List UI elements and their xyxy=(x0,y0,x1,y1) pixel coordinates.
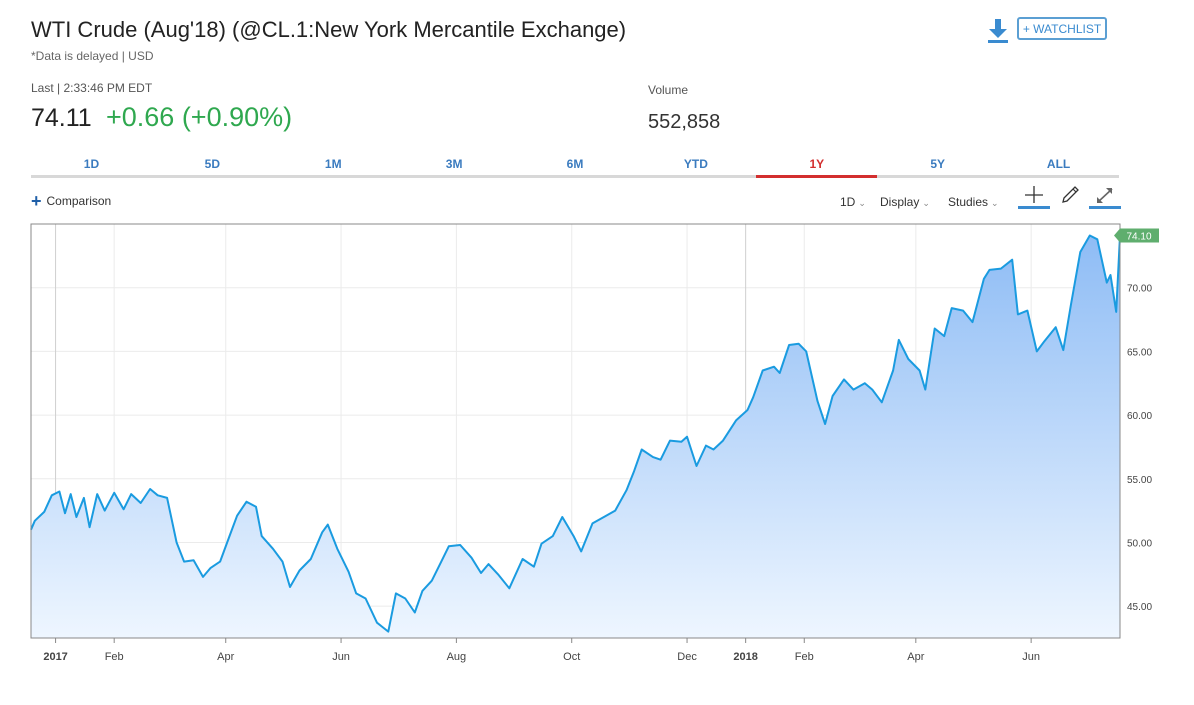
price-area xyxy=(31,235,1120,638)
display-label: Display xyxy=(880,195,920,209)
add-to-watchlist-button[interactable]: + WATCHLIST xyxy=(1017,17,1107,40)
tab-5d[interactable]: 5D xyxy=(204,157,220,171)
crosshair-tool-button[interactable] xyxy=(1018,185,1050,209)
x-tick-label: Apr xyxy=(907,651,924,663)
interval-dropdown[interactable]: 1D ⌄ xyxy=(840,195,866,209)
y-tick-label: 50.00 xyxy=(1127,538,1152,549)
chevron-down-icon: ⌄ xyxy=(991,198,999,208)
crosshair-icon xyxy=(1025,186,1043,203)
download-icon[interactable] xyxy=(986,18,1010,44)
price-change: +0.66 (+0.90%) xyxy=(106,102,293,132)
y-tick-label: 55.00 xyxy=(1127,475,1152,486)
data-delay-note: *Data is delayed | USD xyxy=(31,49,154,63)
tab-6m[interactable]: 6M xyxy=(566,157,584,171)
x-tick-label: Jun xyxy=(1022,651,1040,663)
studies-dropdown[interactable]: Studies ⌄ xyxy=(948,195,999,209)
tab-3m[interactable]: 3M xyxy=(445,157,463,171)
x-tick-label: Jun xyxy=(332,651,350,663)
interval-label: 1D xyxy=(840,195,856,209)
studies-label: Studies xyxy=(948,195,989,209)
y-tick-label: 65.00 xyxy=(1127,347,1152,358)
tool-underline xyxy=(1018,206,1050,209)
plus-icon: + xyxy=(31,191,42,211)
x-tick-label: 2018 xyxy=(733,651,757,663)
last-trade-time: Last | 2:33:46 PM EDT xyxy=(31,81,153,95)
time-range-tabs: 1D 5D 1M 3M 6M YTD 1Y 5Y ALL xyxy=(31,153,1119,178)
y-tick-label: 45.00 xyxy=(1127,602,1152,613)
x-tick-label: 2017 xyxy=(43,651,67,663)
tool-underline xyxy=(1089,206,1121,209)
tab-ytd[interactable]: YTD xyxy=(683,157,708,171)
draw-tool-button[interactable] xyxy=(1054,185,1086,209)
comparison-button[interactable]: + Comparison xyxy=(31,191,112,211)
tab-1y[interactable]: 1Y xyxy=(756,153,878,178)
chevron-down-icon: ⌄ xyxy=(922,198,930,208)
last-value-label: 74.10 xyxy=(1126,231,1151,242)
expand-chart-button[interactable] xyxy=(1089,185,1121,209)
tab-all[interactable]: ALL xyxy=(1046,157,1071,171)
pencil-icon xyxy=(1062,186,1079,203)
volume-value: 552,858 xyxy=(648,111,721,133)
x-tick-label: Feb xyxy=(795,651,814,663)
tab-1m[interactable]: 1M xyxy=(324,157,342,171)
volume-label: Volume xyxy=(648,83,689,97)
comparison-label: Comparison xyxy=(46,194,112,208)
last-price: 74.11 xyxy=(31,104,92,132)
tab-1d[interactable]: 1D xyxy=(83,157,100,171)
expand-icon xyxy=(1097,188,1113,203)
x-tick-label: Dec xyxy=(677,651,697,663)
chevron-down-icon: ⌄ xyxy=(858,198,866,208)
y-tick-label: 70.00 xyxy=(1127,284,1152,295)
x-tick-label: Oct xyxy=(563,651,580,663)
display-dropdown[interactable]: Display ⌄ xyxy=(880,195,930,209)
x-tick-label: Feb xyxy=(105,651,124,663)
tab-5y[interactable]: 5Y xyxy=(930,157,946,171)
x-tick-label: Aug xyxy=(447,651,467,663)
price-line xyxy=(30,234,1121,633)
plot-frame xyxy=(30,223,1121,639)
last-value-badge xyxy=(1114,228,1159,243)
page-title: WTI Crude (Aug'18) (@CL.1:New York Merca… xyxy=(31,17,627,42)
y-tick-label: 60.00 xyxy=(1127,411,1152,422)
x-tick-label: Apr xyxy=(217,651,234,663)
